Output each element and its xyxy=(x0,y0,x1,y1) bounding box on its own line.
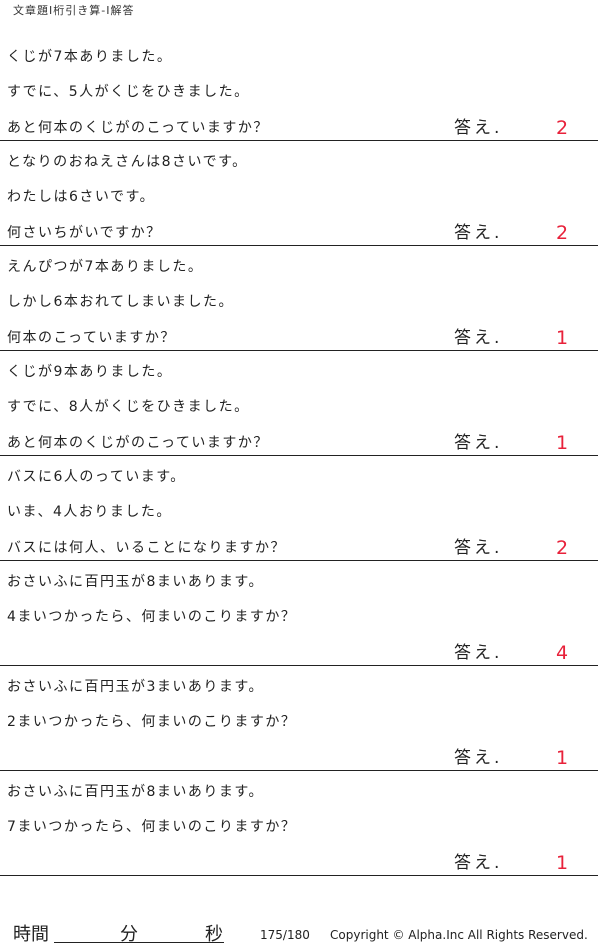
problem-text-line: バスには何人、いることになりますか？ xyxy=(7,540,286,556)
problem-block: おさいふに百円玉が8まいあります。 7まいつかったら、何まいのこりますか？ 答え. 1 xyxy=(0,771,598,876)
time-entry-line xyxy=(54,942,224,943)
problem-text-line: 何さいちがいですか？ xyxy=(7,225,162,241)
problem-text-line: 4まいつかったら、何まいのこりますか？ xyxy=(7,609,297,625)
answer-label: 答え. xyxy=(454,643,503,663)
problem-block: となりのおねえさんは8さいです。 わたしは6さいです。 何さいちがいですか？ 答え. 2 xyxy=(0,141,598,246)
answer-value: 1 xyxy=(555,327,569,349)
problem-block: くじが9本ありました。すでに、8人がくじをひきました。あと何本のくじがのこってい… xyxy=(0,351,598,456)
problem-block: おさいふに百円玉が8まいあります。 4まいつかったら、何まいのこりますか？ 答え. 4 xyxy=(0,561,598,666)
worksheet-title: 文章題Ⅰ桁引き算-Ⅰ解答 xyxy=(13,4,135,17)
problem-text-line: 何本のこっていますか？ xyxy=(7,330,176,346)
problem-text-line: おさいふに百円玉が3まいあります。 xyxy=(7,679,265,695)
problem-text-line: すでに、8人がくじをひきました。 xyxy=(7,399,250,415)
problem-block: バスに6人のっています。 いま、4人おりました。バスには何人、いることになりますか… xyxy=(0,456,598,561)
copyright: Copyright © Alpha.Inc All Rights Reserve… xyxy=(330,928,588,942)
footer: 時間 分 秒 175/180 Copyright © Alpha.Inc All… xyxy=(0,920,600,950)
problem-text-line: バスに6人のっています。 xyxy=(7,469,186,485)
problem-text-line: えんぴつが7本ありました。 xyxy=(7,259,204,275)
answer-label: 答え. xyxy=(454,433,503,453)
problem-text-line: くじが7本ありました。 xyxy=(7,49,173,65)
answer-label: 答え. xyxy=(454,853,503,873)
problem-text-line: となりのおねえさんは8さいです。 xyxy=(7,154,248,170)
answer-label: 答え. xyxy=(454,538,503,558)
answer-label: 答え. xyxy=(454,118,503,138)
answer-value: 2 xyxy=(555,222,569,244)
problem-text-line: わたしは6さいです。 xyxy=(7,189,156,205)
page-number: 175/180 xyxy=(260,928,310,942)
problem-text-line: 2まいつかったら、何まいのこりますか？ xyxy=(7,714,297,730)
answer-label: 答え. xyxy=(454,223,503,243)
answer-value: 4 xyxy=(555,642,569,664)
problem-text-line: すでに、5人がくじをひきました。 xyxy=(7,84,250,100)
answer-value: 2 xyxy=(555,537,569,559)
problem-block: おさいふに百円玉が3まいあります。 2まいつかったら、何まいのこりますか？ 答え. 1 xyxy=(0,666,598,771)
answer-label: 答え. xyxy=(454,748,503,768)
seconds-label: 秒 xyxy=(205,924,223,945)
answer-value: 1 xyxy=(555,747,569,769)
problem-block: くじが7本ありました。すでに、5人がくじをひきました。あと何本のくじがのこってい… xyxy=(0,36,598,141)
problem-text-line: あと何本のくじがのこっていますか？ xyxy=(7,120,269,136)
answer-value: 2 xyxy=(555,117,569,139)
answer-value: 1 xyxy=(555,432,569,454)
problem-block: えんぴつが7本ありました。しかし6本おれてしまいました。 何本のこっていますか？ 答… xyxy=(0,246,598,351)
minutes-label: 分 xyxy=(120,924,138,945)
answer-label: 答え. xyxy=(454,328,503,348)
answer-value: 1 xyxy=(555,852,569,874)
problem-text-line: 7まいつかったら、何まいのこりますか？ xyxy=(7,819,297,835)
time-label: 時間 xyxy=(13,924,49,945)
problem-text-line: おさいふに百円玉が8まいあります。 xyxy=(7,574,265,590)
problem-text-line: おさいふに百円玉が8まいあります。 xyxy=(7,784,265,800)
problem-text-line: くじが9本ありました。 xyxy=(7,364,173,380)
problem-text-line: あと何本のくじがのこっていますか？ xyxy=(7,435,269,451)
problem-text-line: いま、4人おりました。 xyxy=(7,504,172,520)
problem-text-line: しかし6本おれてしまいました。 xyxy=(7,294,234,310)
